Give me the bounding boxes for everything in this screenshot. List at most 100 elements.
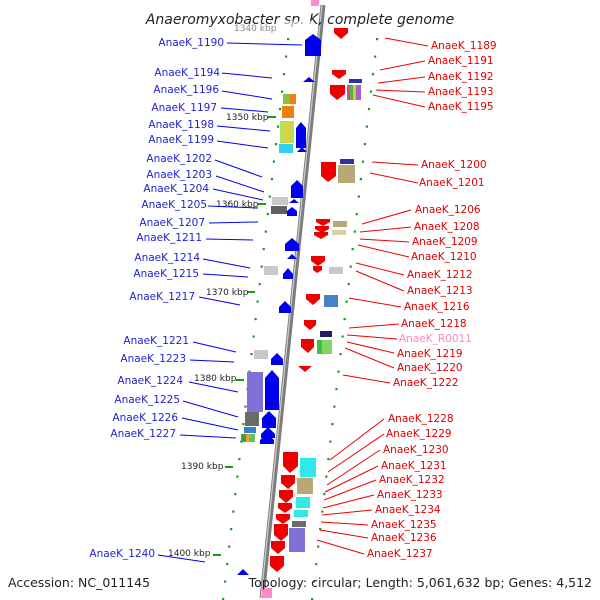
gene-label[interactable]: AnaeK_R0011 xyxy=(399,333,472,345)
gene-label[interactable]: AnaeK_1192 xyxy=(428,71,494,83)
gene-anaek-1227[interactable] xyxy=(246,434,250,442)
gene-anaek-1225[interactable] xyxy=(262,411,276,428)
gene-label[interactable]: AnaeK_1223 xyxy=(120,353,186,365)
gene-label[interactable]: AnaeK_1217 xyxy=(129,291,195,303)
gene-label[interactable]: AnaeK_1218 xyxy=(401,318,467,330)
gene-anaek-1199[interactable] xyxy=(296,122,306,148)
gene-anaek-1205[interactable] xyxy=(272,197,288,205)
gene-label[interactable]: AnaeK_1193 xyxy=(428,86,494,98)
gene-label[interactable]: AnaeK_1205 xyxy=(141,199,207,211)
gene-anaek-1227[interactable] xyxy=(241,434,246,442)
gene-anaek-1216[interactable] xyxy=(324,295,338,307)
gene-label[interactable]: AnaeK_1189 xyxy=(431,40,497,52)
gene-label[interactable]: AnaeK_1195 xyxy=(428,101,494,113)
gene-anaek-1189[interactable] xyxy=(334,28,348,39)
gene-anaek-1234[interactable] xyxy=(294,510,308,517)
gene-label[interactable]: AnaeK_1208 xyxy=(414,221,480,233)
gene-anaek-1209[interactable] xyxy=(332,230,346,235)
gene-label[interactable]: AnaeK_1228 xyxy=(388,413,454,425)
gene-anaek-1208[interactable] xyxy=(315,226,329,233)
gene-anaek-1233[interactable] xyxy=(296,497,310,508)
gene-anaek-1229[interactable] xyxy=(300,458,316,477)
gene-anaek-1231[interactable] xyxy=(297,478,313,494)
gene-label[interactable]: AnaeK_1219 xyxy=(397,348,463,360)
gene-label[interactable]: AnaeK_1230 xyxy=(383,444,449,456)
gene-anaek-1218[interactable] xyxy=(304,320,316,330)
gene-anaek-1237[interactable] xyxy=(270,556,284,572)
gene-anaek-1204[interactable] xyxy=(291,180,303,198)
gene-anaek-1192[interactable] xyxy=(349,79,362,83)
gene-anaek-1201[interactable] xyxy=(338,165,355,183)
gene-anaek-1202[interactable] xyxy=(297,147,307,152)
gene-anaek-1216[interactable] xyxy=(306,294,320,305)
gene-label[interactable]: AnaeK_1190 xyxy=(158,37,224,49)
gene-anaek-1232[interactable] xyxy=(279,490,293,503)
gene-label[interactable]: AnaeK_1207 xyxy=(139,217,205,229)
gene-anaek-r0011[interactable] xyxy=(320,331,332,337)
gene-label[interactable]: AnaeK_1226 xyxy=(112,412,178,424)
gene-anaek-1226[interactable] xyxy=(261,427,275,438)
gene-anaek-1214[interactable] xyxy=(287,254,297,259)
gene-anaek-1212[interactable] xyxy=(311,256,325,266)
gene-anaek-1193[interactable] xyxy=(347,85,350,100)
gene-anaek-1194[interactable] xyxy=(303,77,315,82)
gene-anaek-1198[interactable] xyxy=(286,121,290,143)
gene-label[interactable]: AnaeK_1240 xyxy=(89,548,155,560)
gene-anaek-1227[interactable] xyxy=(250,434,255,442)
gene-anaek-1235[interactable] xyxy=(292,521,306,527)
gene-anaek-1225[interactable] xyxy=(245,412,259,426)
gene-label[interactable]: AnaeK_1233 xyxy=(377,489,443,501)
gene-anaek-1233[interactable] xyxy=(278,503,292,513)
gene-anaek-1224[interactable] xyxy=(265,370,279,410)
gene-label[interactable]: AnaeK_1210 xyxy=(411,251,477,263)
gene-anaek-1191[interactable] xyxy=(332,70,346,79)
gene-label[interactable]: AnaeK_1198 xyxy=(148,119,214,131)
gene-anaek-1223[interactable] xyxy=(271,353,283,365)
gene-label[interactable]: AnaeK_1222 xyxy=(393,377,459,389)
gene-anaek-1221[interactable] xyxy=(254,350,268,359)
gene-anaek-1227[interactable] xyxy=(260,433,274,444)
gene-anaek-1196[interactable] xyxy=(290,94,296,104)
gene-anaek-1213[interactable] xyxy=(329,267,343,274)
gene-anaek-1220[interactable] xyxy=(322,340,332,354)
gene-label[interactable]: AnaeK_1221 xyxy=(123,335,189,347)
gene-label[interactable]: AnaeK_1212 xyxy=(407,269,473,281)
gene-anaek-1197[interactable] xyxy=(282,106,294,118)
gene-label[interactable]: AnaeK_1211 xyxy=(136,232,202,244)
gene-anaek-1209[interactable] xyxy=(314,232,328,239)
gene-anaek-1196[interactable] xyxy=(283,94,290,104)
gene-anaek-1234[interactable] xyxy=(276,514,290,524)
gene-label[interactable]: AnaeK_1204 xyxy=(143,183,209,195)
gene-label[interactable]: AnaeK_1234 xyxy=(375,504,441,516)
gene-anaek-1224[interactable] xyxy=(247,372,263,412)
gene-label[interactable]: AnaeK_1197 xyxy=(151,102,217,114)
gene-label[interactable]: AnaeK_1236 xyxy=(371,532,437,544)
gene-label[interactable]: AnaeK_1202 xyxy=(146,153,212,165)
gene-label[interactable]: AnaeK_1200 xyxy=(421,159,487,171)
gene-anaek-1240[interactable] xyxy=(237,569,249,575)
gene-anaek-1215[interactable] xyxy=(283,268,293,279)
gene-anaek-1235[interactable] xyxy=(274,524,288,541)
gene-anaek-1237[interactable] xyxy=(271,541,285,554)
gene-anaek-1190[interactable] xyxy=(305,34,321,56)
gene-anaek-1200[interactable] xyxy=(321,162,336,182)
gene-anaek-1226[interactable] xyxy=(244,427,256,433)
gene-label[interactable]: AnaeK_1235 xyxy=(371,519,437,531)
gene-label[interactable]: AnaeK_1194 xyxy=(154,67,220,79)
gene-label[interactable]: AnaeK_1199 xyxy=(148,134,214,146)
gene-anaek-1193[interactable] xyxy=(353,85,356,100)
gene-label[interactable]: AnaeK_1206 xyxy=(415,204,481,216)
gene-anaek-1230[interactable] xyxy=(281,475,295,489)
gene-anaek-1195[interactable] xyxy=(356,85,361,100)
gene-label[interactable]: AnaeK_1201 xyxy=(419,177,485,189)
gene-label[interactable]: AnaeK_1209 xyxy=(412,236,478,248)
gene-anaek-1213[interactable] xyxy=(313,266,322,273)
gene-label[interactable]: AnaeK_1196 xyxy=(153,84,219,96)
gene-anaek-1219[interactable] xyxy=(301,339,314,353)
gene-anaek-1208[interactable] xyxy=(333,221,347,227)
gene-anaek-1228[interactable] xyxy=(283,452,298,473)
gene-anaek-1215[interactable] xyxy=(264,266,278,275)
gene-anaek-1206[interactable] xyxy=(316,219,330,226)
gene-label[interactable]: AnaeK_1215 xyxy=(133,268,199,280)
gene-anaek-1222[interactable] xyxy=(298,366,312,372)
